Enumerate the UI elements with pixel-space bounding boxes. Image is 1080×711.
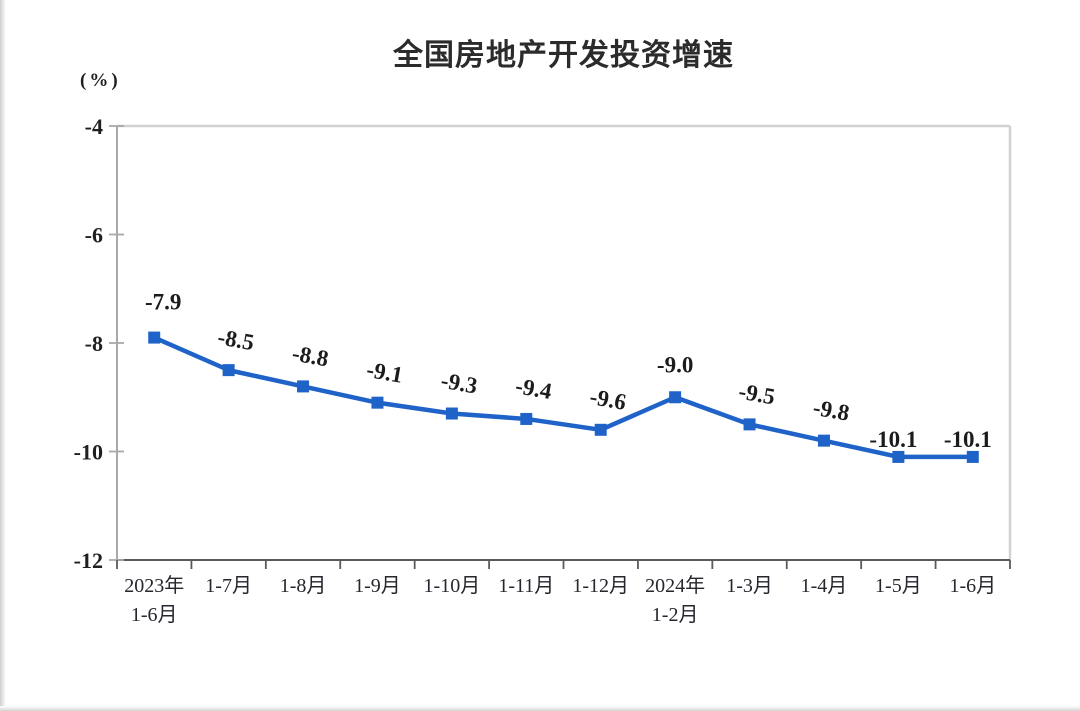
- y-tick-label: -8: [85, 331, 103, 356]
- y-tick-label: -6: [85, 223, 103, 248]
- chart-title: 全国房地产开发投资增速: [393, 39, 734, 72]
- data-point-marker: [371, 396, 384, 409]
- data-point-marker: [222, 364, 235, 377]
- data-point-marker: [892, 450, 905, 463]
- y-tick-label: -4: [85, 114, 103, 139]
- data-point-marker: [743, 418, 756, 431]
- data-point-label: -9.5: [737, 379, 777, 410]
- x-tick-label: 1-5月: [875, 575, 922, 597]
- data-point-label: -9.0: [657, 352, 693, 377]
- data-point-label: -7.9: [145, 290, 181, 315]
- x-tick-label: 1-9月: [354, 575, 401, 597]
- data-point-marker: [966, 450, 979, 463]
- y-tick-label: -12: [74, 548, 103, 573]
- data-point-label: -8.5: [216, 324, 256, 355]
- data-point-label: -8.8: [290, 341, 330, 372]
- data-point-marker: [520, 412, 533, 425]
- y-tick-label: -10: [74, 440, 103, 465]
- data-point-marker: [445, 407, 458, 420]
- data-point-label: -9.3: [439, 368, 479, 399]
- data-point-marker: [669, 391, 682, 404]
- y-axis-unit-label: (%): [80, 70, 121, 91]
- series-line: [151, 335, 976, 460]
- data-point-label: -9.8: [811, 395, 851, 426]
- x-tick-label: 2023年 1-6月: [124, 574, 184, 626]
- data-point-label: -9.4: [513, 373, 554, 404]
- data-point-label: -10.1: [944, 427, 992, 452]
- x-tick-label: 1-4月: [801, 575, 848, 597]
- x-tick-label: 2024年 1-2月: [645, 574, 705, 626]
- data-point-marker: [148, 331, 161, 344]
- data-point-label: -10.1: [869, 427, 917, 452]
- data-point-marker: [297, 380, 310, 393]
- x-tick-label: 1-3月: [726, 575, 773, 597]
- x-tick-label: 1-11月: [498, 575, 554, 597]
- x-tick-label: 1-7月: [205, 575, 252, 597]
- data-point-label: -9.6: [588, 384, 628, 415]
- data-point-marker: [817, 434, 830, 447]
- x-tick-label: 1-10月: [424, 575, 481, 597]
- x-tick-label: 1-12月: [572, 575, 629, 597]
- x-tick-label: 1-6月: [949, 575, 996, 597]
- data-point-marker: [594, 423, 607, 436]
- data-point-label: -9.1: [365, 357, 405, 388]
- x-tick-label: 1-8月: [280, 575, 327, 597]
